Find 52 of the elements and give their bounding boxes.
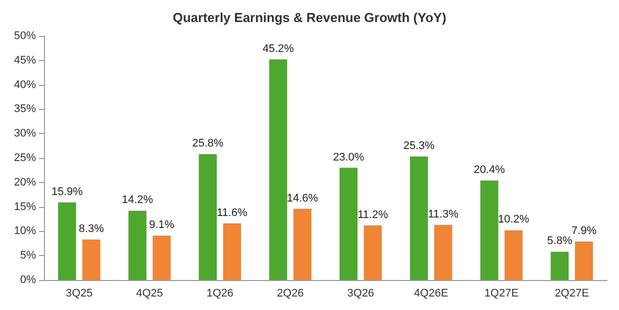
y-tick-label: 10%: [14, 225, 36, 238]
x-tick-label: 2Q27E: [554, 288, 589, 300]
bar: [434, 224, 452, 280]
bar: [269, 59, 288, 280]
data-label: 45.2%: [262, 42, 294, 55]
data-label: 14.2%: [122, 194, 154, 206]
y-tick-label: 25%: [14, 152, 36, 164]
y-tick-label: 50%: [14, 30, 36, 42]
x-tick-label: 4Q26E: [414, 288, 448, 300]
y-tick-label: 40%: [14, 78, 36, 91]
x-tick-label: 1Q27E: [484, 288, 519, 300]
bar: [58, 202, 76, 280]
data-label: 20.4%: [474, 164, 506, 176]
bar: [480, 180, 498, 280]
data-label: 11.6%: [216, 206, 248, 219]
chart-title: Quarterly Earnings & Revenue Growth (YoY): [172, 10, 446, 25]
bar: [82, 239, 100, 280]
y-tick-label: 15%: [14, 200, 36, 213]
y-tick-label: 35%: [14, 103, 36, 116]
y-tick-label: 20%: [14, 176, 36, 188]
bar: [198, 154, 217, 280]
bar: [293, 208, 312, 280]
data-label: 15.9%: [51, 186, 83, 198]
bar: [340, 168, 358, 280]
y-tick-label: 5%: [20, 250, 36, 262]
bar: [550, 252, 569, 280]
data-label: 10.2%: [498, 214, 530, 226]
bar: [574, 241, 593, 280]
bar: [128, 210, 146, 280]
y-tick-label: 0%: [20, 274, 36, 286]
y-tick-label: 30%: [14, 128, 36, 140]
data-label: 7.9%: [571, 224, 597, 237]
data-label: 9.1%: [149, 219, 174, 232]
x-tick-label: 4Q25: [136, 288, 164, 300]
y-tick-label: 45%: [14, 54, 36, 66]
bar: [504, 230, 523, 280]
x-tick-label: 2Q26: [276, 288, 304, 300]
data-label: 11.3%: [428, 208, 459, 220]
x-tick-label: 3Q25: [66, 288, 93, 300]
bar: [223, 223, 242, 280]
data-label: 23.0%: [332, 151, 364, 164]
x-tick-label: 1Q26: [206, 288, 234, 300]
data-label: 11.2%: [358, 208, 388, 221]
bar: [410, 156, 428, 280]
data-label: 25.3%: [403, 140, 435, 152]
data-label: 14.6%: [286, 192, 318, 204]
data-label: 25.8%: [192, 138, 224, 150]
data-label: 5.8%: [547, 235, 572, 248]
data-label: 8.3%: [78, 222, 104, 235]
bar: [364, 225, 382, 280]
x-tick-label: 3Q26: [347, 288, 374, 300]
bar: [152, 236, 171, 280]
